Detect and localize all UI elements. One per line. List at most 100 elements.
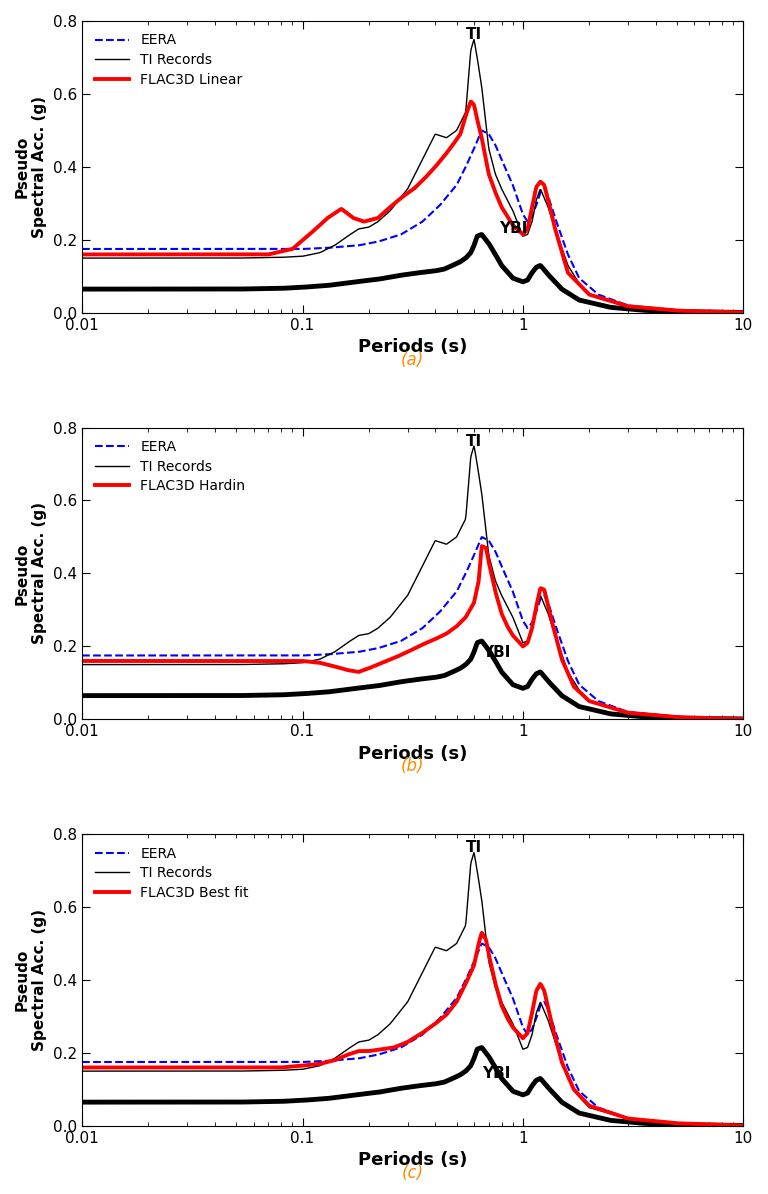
EERA	[477, 123, 486, 137]
FLAC3D Best fit	[606, 1106, 615, 1120]
FLAC3D Best fit	[477, 925, 486, 940]
TI Records	[78, 1064, 87, 1078]
Text: YBI: YBI	[482, 1066, 510, 1082]
FLAC3D Linear	[78, 247, 87, 261]
FLAC3D Linear	[369, 213, 378, 227]
Line: TI Records: TI Records	[82, 853, 743, 1125]
FLAC3D Best fit	[532, 983, 541, 997]
FLAC3D Best fit	[739, 1119, 748, 1133]
Text: TI: TI	[465, 27, 482, 42]
Y-axis label: Pseudo
Spectral Acc. (g): Pseudo Spectral Acc. (g)	[15, 909, 48, 1051]
TI Records	[532, 598, 541, 613]
Y-axis label: Pseudo
Spectral Acc. (g): Pseudo Spectral Acc. (g)	[15, 503, 48, 645]
TI Records	[345, 634, 354, 648]
FLAC3D Hardin	[739, 712, 748, 726]
Line: EERA: EERA	[82, 943, 743, 1126]
EERA	[606, 698, 615, 713]
Text: TI: TI	[465, 841, 482, 855]
Line: FLAC3D Hardin: FLAC3D Hardin	[82, 546, 743, 719]
EERA	[345, 1052, 354, 1066]
TI Records	[739, 1118, 748, 1132]
FLAC3D Linear	[606, 294, 615, 308]
EERA	[78, 648, 87, 663]
EERA	[345, 239, 354, 253]
Text: (a): (a)	[401, 351, 425, 369]
FLAC3D Hardin	[145, 654, 154, 669]
EERA	[78, 1054, 87, 1069]
TI Records	[739, 304, 748, 319]
X-axis label: Periods (s): Periods (s)	[358, 745, 468, 763]
EERA	[477, 936, 486, 950]
TI Records	[369, 1030, 378, 1045]
Line: TI Records: TI Records	[82, 39, 743, 312]
FLAC3D Best fit	[145, 1060, 154, 1075]
TI Records	[145, 251, 154, 265]
EERA	[594, 1101, 603, 1115]
Line: FLAC3D Linear: FLAC3D Linear	[82, 101, 743, 313]
Text: YBI: YBI	[482, 645, 510, 660]
Line: TI Records: TI Records	[82, 447, 743, 719]
TI Records	[606, 700, 615, 714]
X-axis label: Periods (s): Periods (s)	[358, 1151, 468, 1169]
TI Records	[469, 845, 478, 860]
EERA	[78, 242, 87, 257]
TI Records	[739, 712, 748, 726]
Text: TI: TI	[465, 433, 482, 449]
EERA	[345, 646, 354, 660]
FLAC3D Linear	[594, 290, 603, 304]
EERA	[594, 694, 603, 708]
EERA	[606, 1104, 615, 1119]
FLAC3D Best fit	[369, 1044, 378, 1058]
TI Records	[469, 32, 478, 47]
EERA	[606, 291, 615, 306]
FLAC3D Best fit	[594, 1102, 603, 1116]
X-axis label: Periods (s): Periods (s)	[358, 338, 468, 356]
EERA	[369, 235, 378, 250]
TI Records	[532, 191, 541, 205]
FLAC3D Linear	[345, 208, 354, 222]
EERA	[739, 306, 748, 320]
Line: EERA: EERA	[82, 130, 743, 313]
EERA	[532, 1009, 541, 1023]
EERA	[145, 1054, 154, 1069]
FLAC3D Linear	[145, 247, 154, 261]
TI Records	[594, 290, 603, 304]
TI Records	[145, 1064, 154, 1078]
TI Records	[369, 217, 378, 232]
EERA	[532, 196, 541, 210]
TI Records	[469, 439, 478, 454]
FLAC3D Linear	[739, 306, 748, 320]
Line: EERA: EERA	[82, 537, 743, 719]
TI Records	[606, 294, 615, 308]
FLAC3D Hardin	[78, 654, 87, 669]
FLAC3D Best fit	[345, 1047, 354, 1061]
FLAC3D Best fit	[78, 1060, 87, 1075]
EERA	[594, 288, 603, 302]
EERA	[739, 712, 748, 726]
Legend: EERA, TI Records, FLAC3D Linear: EERA, TI Records, FLAC3D Linear	[89, 27, 248, 92]
FLAC3D Hardin	[594, 696, 603, 710]
TI Records	[145, 658, 154, 672]
EERA	[369, 642, 378, 657]
FLAC3D Hardin	[477, 538, 486, 553]
TI Records	[594, 696, 603, 710]
Y-axis label: Pseudo
Spectral Acc. (g): Pseudo Spectral Acc. (g)	[15, 96, 48, 238]
TI Records	[78, 658, 87, 672]
FLAC3D Linear	[532, 179, 541, 193]
Text: (c): (c)	[402, 1164, 424, 1182]
TI Records	[78, 251, 87, 265]
EERA	[145, 242, 154, 257]
EERA	[369, 1048, 378, 1063]
FLAC3D Hardin	[606, 700, 615, 714]
TI Records	[606, 1107, 615, 1121]
EERA	[739, 1119, 748, 1133]
FLAC3D Hardin	[532, 597, 541, 611]
EERA	[532, 603, 541, 617]
TI Records	[532, 1004, 541, 1018]
TI Records	[345, 1041, 354, 1055]
Legend: EERA, TI Records, FLAC3D Hardin: EERA, TI Records, FLAC3D Hardin	[89, 435, 251, 499]
FLAC3D Hardin	[369, 659, 378, 673]
EERA	[145, 648, 154, 663]
Text: (b): (b)	[401, 757, 425, 775]
FLAC3D Hardin	[345, 663, 354, 677]
